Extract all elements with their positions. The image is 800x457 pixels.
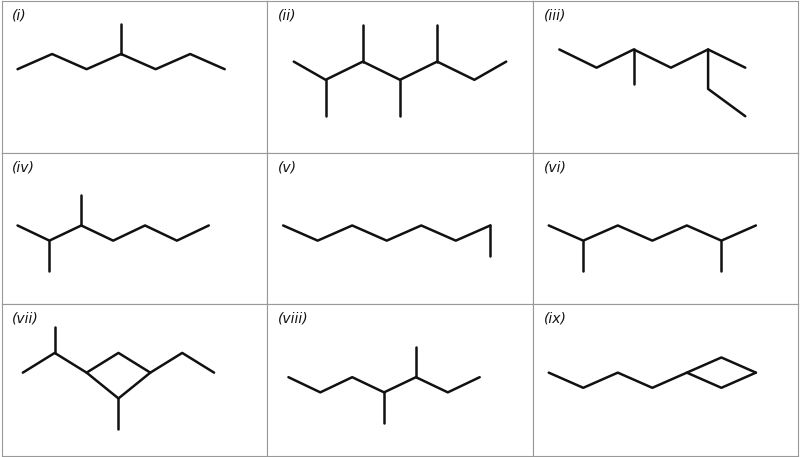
Text: (ix): (ix) (543, 312, 566, 326)
Text: (i): (i) (12, 9, 27, 22)
Text: (vii): (vii) (12, 312, 39, 326)
Text: (vi): (vi) (543, 160, 566, 174)
Text: (iv): (iv) (12, 160, 35, 174)
Text: (ii): (ii) (278, 9, 296, 22)
Text: (v): (v) (278, 160, 297, 174)
Text: (viii): (viii) (278, 312, 309, 326)
Text: (iii): (iii) (543, 9, 566, 22)
